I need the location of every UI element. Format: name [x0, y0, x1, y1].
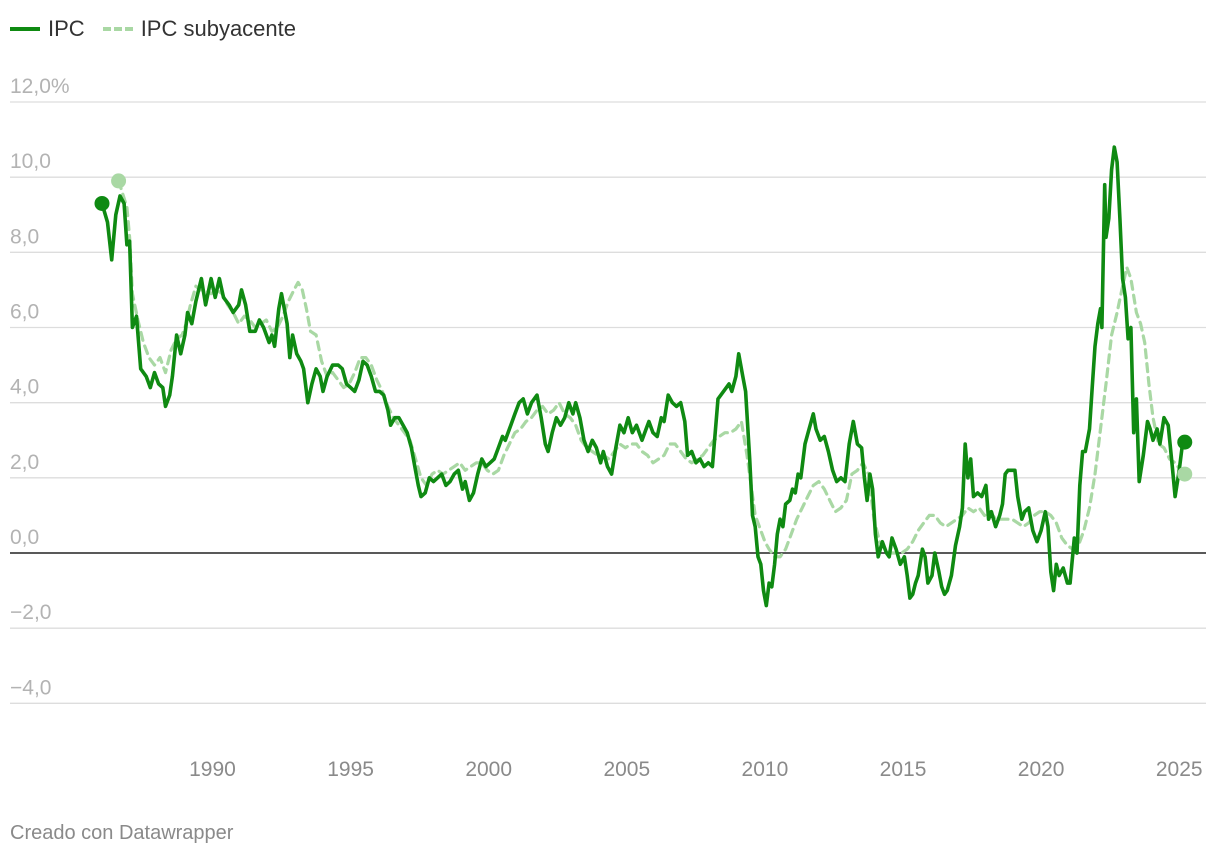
y-tick-label: 0,0: [10, 526, 39, 549]
y-tick-label: −4,0: [10, 676, 51, 699]
credit-text: Creado con Datawrapper: [10, 822, 234, 844]
grid-layer: [10, 101, 1206, 704]
marker-ipc-subyacente: [1177, 466, 1193, 482]
y-tick-label: −2,0: [10, 601, 51, 624]
x-tick-label: 2000: [465, 758, 512, 781]
y-tick-label: 10,0: [10, 150, 51, 173]
legend-item-core: IPC subyacente: [102, 16, 296, 42]
y-tick-label: 4,0: [10, 376, 39, 399]
legend-item-ipc: IPC: [10, 16, 85, 42]
x-tick-label: 1990: [189, 758, 236, 781]
y-tick-label: 8,0: [10, 225, 39, 248]
series-layer: [100, 145, 1187, 608]
marker-layer: [94, 173, 1193, 482]
legend: IPC IPC subyacente: [10, 16, 314, 42]
legend-label-ipc: IPC: [48, 16, 85, 41]
x-tick-label: 2015: [880, 758, 927, 781]
x-tick-label: 2010: [742, 758, 789, 781]
y-tick-label: 6,0: [10, 301, 39, 324]
legend-swatch-ipc: [10, 27, 40, 31]
y-tick-label: 2,0: [10, 451, 39, 474]
y-tick-label: 12,0%: [10, 75, 70, 98]
axis-layer: 12,0% 10,0 8,0 6,0 4,0 2,0 0,0 −2,0 −4,0 1990 1995…: [10, 75, 1203, 781]
x-tick-label: 2025: [1156, 758, 1203, 781]
marker-ipc: [1177, 434, 1193, 450]
legend-label-core: IPC subyacente: [140, 16, 296, 41]
marker-ipc-subyacente: [111, 173, 127, 189]
marker-ipc: [94, 195, 110, 211]
legend-swatch-core: [102, 27, 133, 31]
series-line-ipc-subyacente: [117, 179, 1187, 559]
x-tick-label: 2020: [1018, 758, 1065, 781]
x-tick-label: 2005: [603, 758, 650, 781]
series-line-ipc: [100, 145, 1187, 608]
x-tick-label: 1995: [327, 758, 374, 781]
